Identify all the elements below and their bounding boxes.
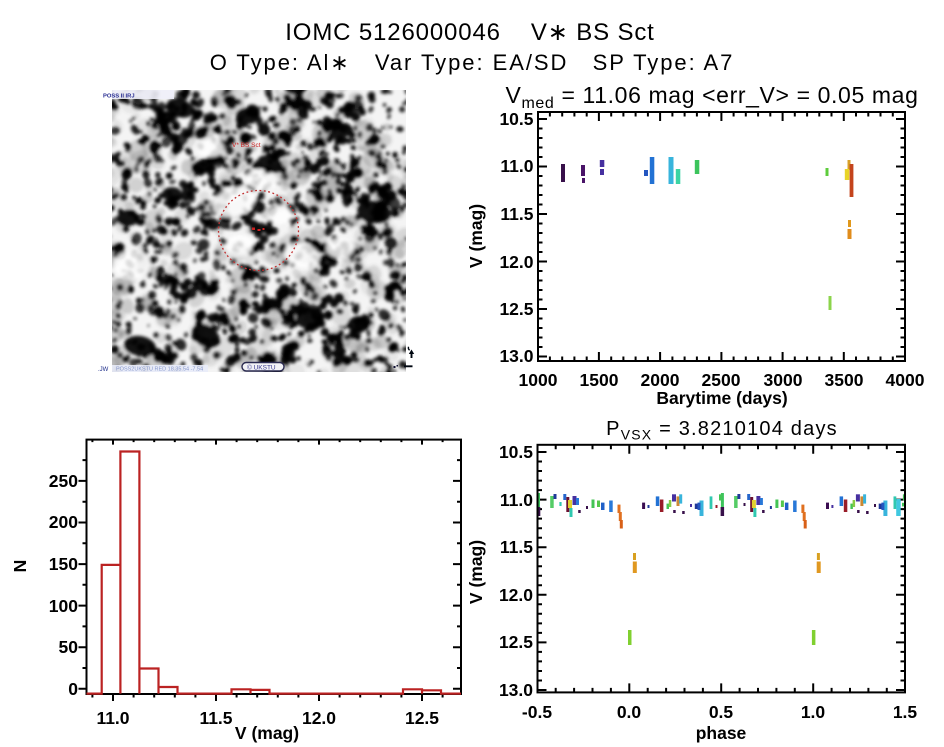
svg-text:O Type: Al∗ Var Type: EA/SD: O Type: Al∗ Var Type: EA/SD SP Type: A7	[210, 50, 735, 75]
svg-text:POSS2UKSTU RED 18.35.54 -7.54: POSS2UKSTU RED 18.35.54 -7.54	[116, 367, 203, 373]
svg-text:12.0: 12.0	[499, 585, 533, 605]
svg-text:4000: 4000	[886, 370, 925, 390]
svg-text:-0.5: -0.5	[522, 702, 552, 722]
svg-text:phase: phase	[696, 723, 747, 743]
svg-text:V (mag): V (mag)	[466, 204, 486, 268]
svg-text:V* BS Sct: V* BS Sct	[232, 142, 261, 149]
svg-text:13.0: 13.0	[499, 680, 533, 700]
svg-text:2000: 2000	[641, 370, 680, 390]
svg-text:11.0: 11.0	[500, 490, 533, 510]
svg-text:50: 50	[59, 637, 79, 657]
svg-text:1500: 1500	[580, 370, 619, 390]
svg-text:1.5: 1.5	[893, 702, 918, 722]
svg-text:N: N	[10, 560, 30, 573]
svg-text:10.5: 10.5	[499, 109, 533, 129]
svg-text:150: 150	[49, 554, 78, 574]
svg-text:11.5: 11.5	[199, 708, 232, 728]
svg-text:IOMC 5126000046 V∗ BS Sct: IOMC 5126000046 V∗ BS Sct	[285, 19, 654, 46]
svg-text:2500: 2500	[702, 370, 741, 390]
svg-text:13.0: 13.0	[499, 346, 533, 366]
svg-text:12.0: 12.0	[302, 708, 336, 728]
svg-text:V (mag): V (mag)	[235, 723, 299, 743]
svg-text:11.0: 11.0	[500, 156, 533, 176]
svg-text:12.5: 12.5	[499, 632, 533, 652]
svg-text:3500: 3500	[825, 370, 864, 390]
svg-text:11.5: 11.5	[500, 537, 533, 557]
svg-text:POSS II IRJ: POSS II IRJ	[103, 94, 135, 100]
svg-text:11.5: 11.5	[500, 204, 533, 224]
svg-text:1.0: 1.0	[801, 702, 826, 722]
svg-text:12.0: 12.0	[499, 252, 533, 272]
svg-text:250: 250	[49, 471, 78, 491]
svg-text:0.5: 0.5	[709, 702, 734, 722]
svg-text:11.0: 11.0	[96, 708, 129, 728]
svg-text:0.0: 0.0	[617, 702, 642, 722]
svg-text:12.5: 12.5	[405, 708, 439, 728]
svg-text:10.5: 10.5	[499, 442, 533, 462]
svg-text:V (mag): V (mag)	[466, 540, 486, 604]
svg-text:© UKSTU: © UKSTU	[247, 364, 276, 372]
svg-text:12.5: 12.5	[499, 299, 533, 319]
svg-text:3000: 3000	[764, 370, 803, 390]
svg-text:100: 100	[49, 596, 78, 616]
svg-text:Barytime (days): Barytime (days)	[656, 388, 787, 408]
svg-text:0: 0	[68, 679, 78, 699]
svg-text:.JW: .JW	[98, 367, 109, 373]
svg-text:200: 200	[49, 512, 78, 532]
svg-text:Vmed = 11.06 mag <err_V> = 0.0: Vmed = 11.06 mag <err_V> = 0.05 mag	[506, 82, 919, 112]
svg-text:1000: 1000	[519, 370, 558, 390]
